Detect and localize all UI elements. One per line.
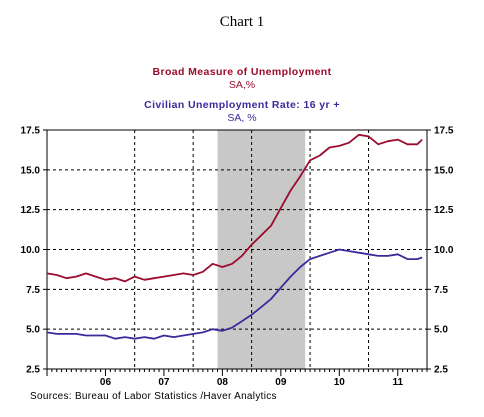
legend-civilian-unit: SA, % <box>227 112 257 124</box>
y-tick-label-left: 17.5 <box>21 126 41 137</box>
y-tick-label-left: 10.0 <box>21 245 41 256</box>
x-tick-label: 11 <box>392 377 403 388</box>
legend-civilian-name: Civilian Unemployment Rate: 16 yr + <box>144 99 340 111</box>
y-tick-label-right: 17.5 <box>434 126 454 137</box>
y-tick-label-right: 2.5 <box>434 365 448 376</box>
legend-civilian: Civilian Unemployment Rate: 16 yr + <box>0 99 484 111</box>
legend-broad-unit-row: SA,% <box>0 79 484 91</box>
legend-broad-name: Broad Measure of Unemployment <box>152 66 332 78</box>
y-tick-label-right: 7.5 <box>434 285 448 296</box>
y-tick-label-right: 5.0 <box>434 325 448 336</box>
series-line-civilian-rate <box>46 248 423 340</box>
x-tick-label: 06 <box>100 377 112 388</box>
x-tick-label: 10 <box>334 377 346 388</box>
x-tick-label: 09 <box>275 377 287 388</box>
y-tick-label-left: 12.5 <box>21 205 41 216</box>
y-tick-label-left: 5.0 <box>26 325 40 336</box>
y-tick-label-left: 7.5 <box>26 285 40 296</box>
sources-note: Sources: Bureau of Labor Statistics /Hav… <box>30 391 277 402</box>
x-tick-label: 08 <box>217 377 229 388</box>
y-tick-label-right: 10.0 <box>434 245 454 256</box>
legend-civilian-unit-row: SA, % <box>0 112 484 124</box>
x-tick-label: 07 <box>158 377 170 388</box>
series-line-broad-measure <box>46 133 423 283</box>
recession-shading <box>217 130 306 369</box>
y-tick-label-left: 15.0 <box>21 165 41 176</box>
y-tick-label-right: 15.0 <box>434 165 454 176</box>
y-tick-label-right: 12.5 <box>434 205 454 216</box>
y-tick-label-left: 2.5 <box>26 365 40 376</box>
legend-broad: Broad Measure of Unemployment <box>0 66 484 78</box>
chart-title: Chart 1 <box>219 14 265 30</box>
legend-broad-unit: SA,% <box>228 79 256 91</box>
